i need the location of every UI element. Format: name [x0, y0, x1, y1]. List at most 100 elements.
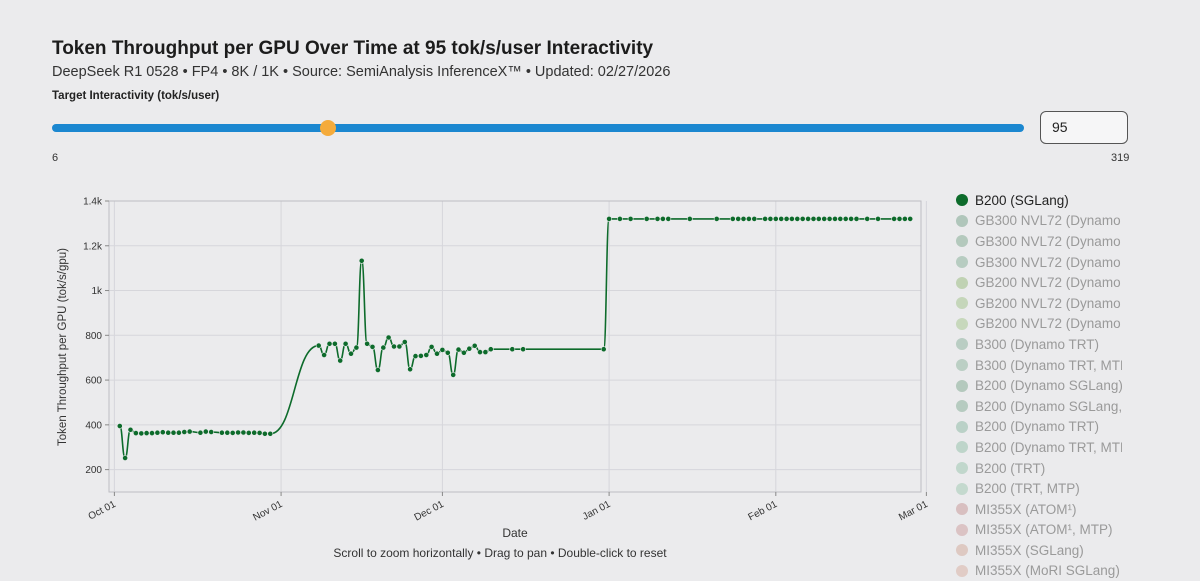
legend-item[interactable]: MI355X (SGLang) [956, 540, 1122, 561]
data-point[interactable] [127, 426, 134, 433]
data-point[interactable] [826, 215, 833, 222]
data-point[interactable] [401, 339, 408, 345]
data-point[interactable] [159, 429, 166, 436]
legend-item[interactable]: B200 (TRT, MTP) [956, 478, 1122, 499]
data-point[interactable] [374, 367, 381, 373]
data-point[interactable] [186, 428, 193, 435]
data-point[interactable] [627, 215, 634, 222]
data-point[interactable] [794, 215, 801, 222]
data-point[interactable] [654, 215, 661, 222]
data-point[interactable] [326, 340, 333, 347]
data-point[interactable] [837, 215, 844, 222]
data-point[interactable] [729, 215, 736, 222]
data-point[interactable] [643, 215, 650, 222]
data-point[interactable] [767, 215, 774, 222]
legend-item[interactable]: B300 (Dynamo TRT) [956, 334, 1122, 355]
data-point[interactable] [853, 215, 860, 222]
data-point[interactable] [907, 215, 914, 222]
data-point[interactable] [799, 215, 806, 222]
data-point[interactable] [810, 215, 817, 222]
data-point[interactable] [251, 429, 258, 436]
data-point[interactable] [439, 346, 446, 353]
data-point[interactable] [245, 429, 252, 436]
data-point[interactable] [165, 429, 172, 436]
legend-item[interactable]: GB300 NVL72 (Dynamo [956, 252, 1122, 273]
legend-item[interactable]: GB200 NVL72 (Dynamo [956, 272, 1122, 293]
data-point[interactable] [358, 257, 365, 264]
data-point[interactable] [369, 343, 376, 350]
data-point[interactable] [751, 215, 758, 222]
interactivity-slider-thumb[interactable] [320, 120, 337, 136]
throughput-chart[interactable]: 200 400 600 800 1k 1.2k 1.4k Oct 01 Nov 01 Dec 0… [0, 0, 940, 581]
data-point[interactable] [482, 349, 489, 355]
data-point[interactable] [267, 430, 274, 437]
data-point[interactable] [423, 352, 430, 358]
data-point[interactable] [229, 429, 236, 436]
data-point[interactable] [353, 344, 360, 351]
data-point[interactable] [450, 371, 457, 378]
data-point[interactable] [342, 340, 349, 347]
data-point[interactable] [455, 346, 462, 353]
data-point[interactable] [891, 215, 897, 222]
legend-item[interactable]: B200 (Dynamo TRT, MTP [956, 437, 1122, 458]
data-point[interactable] [902, 215, 908, 222]
data-point[interactable] [197, 429, 204, 436]
legend-item[interactable]: MI355X (ATOM¹) [956, 499, 1122, 520]
data-point[interactable] [805, 215, 811, 222]
data-point[interactable] [477, 349, 483, 355]
data-point[interactable] [143, 430, 150, 436]
data-point[interactable] [224, 429, 231, 436]
interactivity-value-input[interactable]: 95 [1040, 111, 1128, 144]
data-point[interactable] [772, 215, 779, 222]
data-point[interactable] [735, 215, 742, 222]
data-point[interactable] [509, 346, 516, 353]
data-point[interactable] [875, 215, 881, 222]
data-point[interactable] [331, 340, 338, 347]
data-point[interactable] [116, 423, 123, 429]
legend-item[interactable]: GB300 NVL72 (Dynamo [956, 211, 1122, 232]
data-point[interactable] [170, 429, 177, 436]
data-point[interactable] [348, 350, 354, 357]
data-point[interactable] [665, 215, 672, 222]
data-point[interactable] [240, 429, 247, 436]
data-point[interactable] [444, 349, 451, 356]
data-point[interactable] [762, 215, 768, 222]
data-point[interactable] [417, 352, 424, 359]
data-point[interactable] [520, 346, 526, 353]
data-point[interactable] [864, 215, 871, 222]
data-point[interactable] [606, 215, 612, 222]
legend-item[interactable]: B300 (Dynamo TRT, MTP [956, 355, 1122, 376]
legend-item[interactable]: B200 (Dynamo SGLang) [956, 375, 1122, 396]
legend-item[interactable]: B200 (SGLang) [956, 190, 1122, 211]
data-point[interactable] [783, 215, 790, 222]
data-point[interactable] [256, 429, 263, 436]
data-point[interactable] [261, 430, 268, 437]
data-point[interactable] [896, 215, 903, 222]
data-point[interactable] [175, 429, 182, 436]
data-point[interactable] [218, 429, 225, 436]
data-point[interactable] [235, 429, 241, 436]
legend-item[interactable]: B200 (Dynamo TRT) [956, 417, 1122, 438]
data-point[interactable] [713, 215, 720, 222]
data-point[interactable] [380, 344, 387, 351]
interactivity-slider-track[interactable] [52, 124, 1024, 132]
data-point[interactable] [364, 340, 370, 347]
data-point[interactable] [412, 353, 419, 359]
data-point[interactable] [138, 430, 145, 437]
data-point[interactable] [321, 352, 327, 358]
data-point[interactable] [428, 343, 435, 350]
data-point[interactable] [832, 215, 838, 222]
data-point[interactable] [132, 430, 139, 436]
data-point[interactable] [154, 429, 161, 436]
legend-item[interactable]: GB200 NVL72 (Dynamo [956, 314, 1122, 335]
data-point[interactable] [686, 215, 693, 222]
data-point[interactable] [746, 215, 752, 222]
data-point[interactable] [208, 429, 215, 435]
data-point[interactable] [600, 346, 607, 353]
data-point[interactable] [202, 428, 209, 435]
data-point[interactable] [821, 215, 828, 222]
data-point[interactable] [181, 429, 188, 435]
data-point[interactable] [740, 215, 747, 222]
data-point[interactable] [660, 215, 666, 222]
data-point[interactable] [842, 215, 849, 222]
